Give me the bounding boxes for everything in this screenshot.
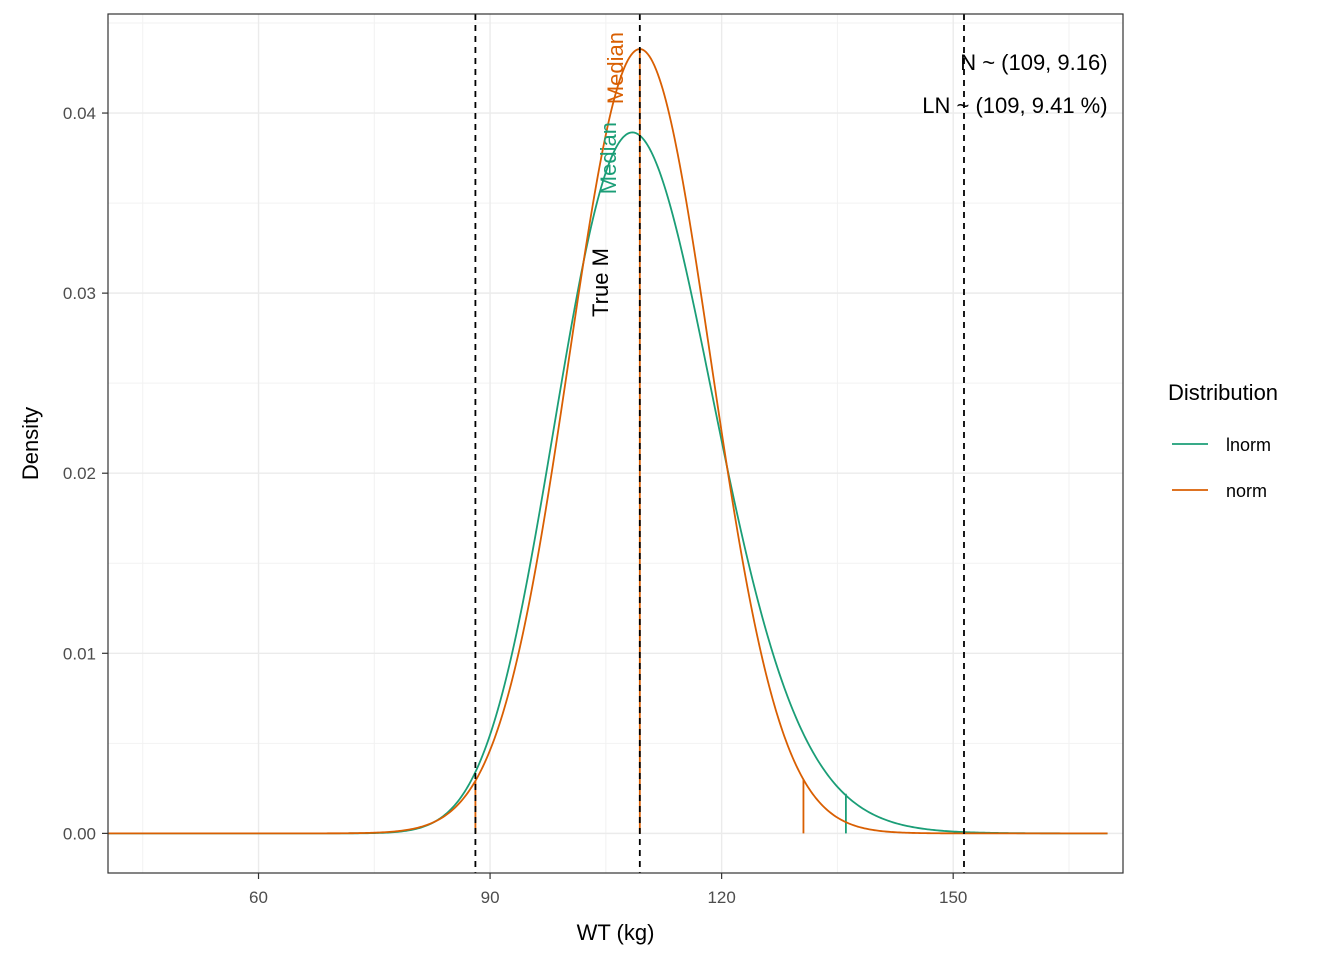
x-tick-label: 120 <box>707 888 735 907</box>
x-tick-label: 60 <box>249 888 268 907</box>
panel-border <box>107 13 1124 874</box>
x-tick-label: 90 <box>481 888 500 907</box>
x-axis-title: WT (kg) <box>577 920 655 945</box>
y-tick-label: 0.04 <box>63 104 96 123</box>
annotation-text: N ~ (109, 9.16) <box>960 50 1107 75</box>
legend-label-norm: norm <box>1226 481 1267 501</box>
legend: Distribution lnorm norm <box>1168 380 1278 501</box>
legend-label-lnorm: lnorm <box>1226 435 1271 455</box>
y-tick-label: 0.00 <box>63 824 96 843</box>
x-tick-label: 150 <box>939 888 967 907</box>
density-line-norm <box>108 48 1108 835</box>
y-axis-ticks: 0.00 0.01 0.02 0.03 0.04 <box>63 104 108 843</box>
y-tick-label: 0.03 <box>63 284 96 303</box>
x-axis-ticks: 60 90 120 150 <box>249 873 967 907</box>
vertical-label: Median <box>603 32 628 104</box>
y-axis-title: Density <box>18 407 43 480</box>
y-tick-label: 0.02 <box>63 464 96 483</box>
annotations: N ~ (109, 9.16) LN ~ (109, 9.41 %) <box>922 50 1107 118</box>
legend-title: Distribution <box>1168 380 1278 405</box>
reference-lines <box>474 14 965 873</box>
y-tick-label: 0.01 <box>63 644 96 663</box>
vertical-labels: Median Median True M <box>588 32 628 317</box>
vertical-label: Median <box>596 122 621 194</box>
legend-items: lnorm norm <box>1172 435 1271 501</box>
vertical-label: True M <box>588 248 613 317</box>
annotation-text: LN ~ (109, 9.41 %) <box>922 93 1107 118</box>
